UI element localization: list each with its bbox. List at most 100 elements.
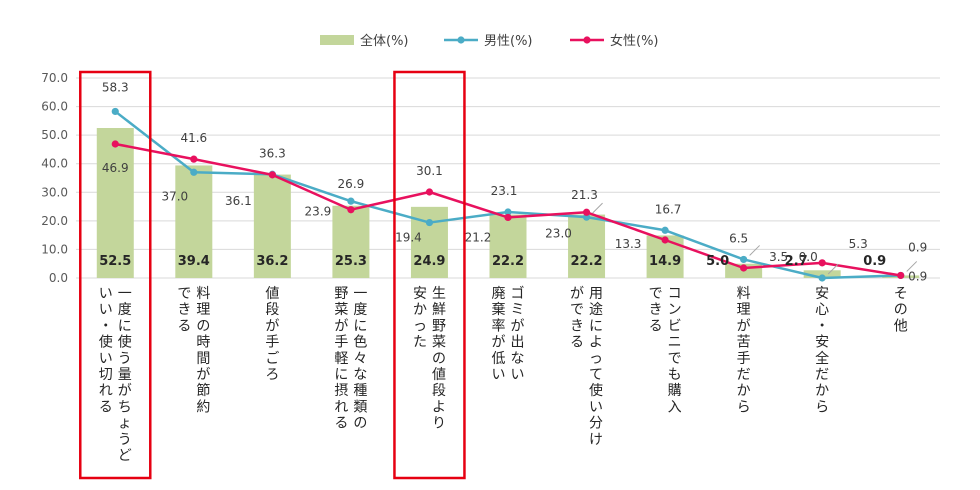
bar-value-label: 22.2 xyxy=(492,254,524,269)
category-char: 使 xyxy=(589,382,603,399)
legend-label: 全体(%) xyxy=(360,33,409,49)
category-char: い xyxy=(99,302,113,318)
category-char: か xyxy=(815,383,829,399)
bar-value-label: 52.5 xyxy=(99,254,131,269)
bar-overall xyxy=(803,270,841,278)
category-char: 々 xyxy=(353,351,367,367)
male-value-label: 37.0 xyxy=(161,189,188,203)
y-tick-label: 70.0 xyxy=(41,71,68,85)
highlight-layer xyxy=(79,70,466,480)
category-char: い xyxy=(99,286,113,302)
female-value-label: 21.2 xyxy=(465,230,492,244)
legend-marker xyxy=(457,36,465,44)
category-char: な xyxy=(353,367,367,383)
female-value-label: 36.1 xyxy=(225,194,252,208)
bar-value-label: 2.7 xyxy=(785,254,808,269)
category-char: 節 xyxy=(196,382,210,399)
category-char: 率 xyxy=(492,317,506,334)
category-char: け xyxy=(589,432,603,448)
category-char: で xyxy=(649,286,663,302)
category-char: 時 xyxy=(196,335,210,351)
category-char: ニ xyxy=(668,335,682,351)
category-char: 手 xyxy=(334,335,348,351)
category-char: が xyxy=(196,367,210,383)
bar-overall xyxy=(332,205,370,278)
category-char: 低 xyxy=(492,351,506,367)
category-char: う xyxy=(118,351,132,367)
male-value-label: 6.5 xyxy=(729,231,748,245)
category-char: 用 xyxy=(589,286,603,302)
category-char: 他 xyxy=(894,318,908,334)
y-tick-label: 60.0 xyxy=(41,100,68,114)
bar-value-label: 14.9 xyxy=(649,254,681,269)
category-char: 間 xyxy=(196,351,210,367)
category-char: 安 xyxy=(413,286,427,302)
y-tick-label: 50.0 xyxy=(41,128,68,142)
female-value-label: 46.9 xyxy=(102,161,129,175)
category-char: コ xyxy=(668,286,682,302)
grid-layer: 0.0 10.0 20.0 30.0 40.0 50.0 60.0 70.0 xyxy=(41,71,940,285)
category-char: よ xyxy=(432,399,446,415)
leader-line xyxy=(749,245,760,256)
category-char: が xyxy=(118,383,132,399)
category-char: 棄 xyxy=(492,302,506,318)
category-char: が xyxy=(511,318,525,334)
category-char: が xyxy=(265,318,279,334)
point-male xyxy=(818,274,826,282)
category-char: そ xyxy=(894,286,908,302)
category-char: 理 xyxy=(737,302,751,318)
male-value-label: 36.3 xyxy=(259,146,286,160)
category-char: 菜 xyxy=(334,302,348,318)
category-char: 度 xyxy=(353,302,367,318)
category-char: 生 xyxy=(432,286,446,302)
category-char: 値 xyxy=(432,367,446,383)
point-female xyxy=(268,171,276,179)
point-male xyxy=(740,255,748,264)
bar-layer xyxy=(96,128,920,278)
category-char: 種 xyxy=(353,383,367,399)
point-female xyxy=(347,206,355,214)
category-char: 使 xyxy=(99,334,113,351)
point-male xyxy=(425,218,434,227)
category-char: 入 xyxy=(668,399,682,415)
category-char: 鮮 xyxy=(432,302,446,318)
bar-value-label: 24.9 xyxy=(413,254,445,269)
category-char: 全 xyxy=(815,350,829,367)
legend-label: 女性(%) xyxy=(610,33,659,49)
category-char: か xyxy=(737,383,751,399)
category-char: る xyxy=(570,335,584,351)
category-char: に xyxy=(118,318,132,334)
male-value-label: 0.9 xyxy=(908,240,927,254)
category-char: た xyxy=(413,335,427,351)
category-char: で xyxy=(668,351,682,367)
bar-value-label: 25.3 xyxy=(335,254,367,269)
point-female xyxy=(190,155,198,163)
male-value-label: 21.3 xyxy=(571,188,598,202)
category-char: 心 xyxy=(815,302,829,318)
leader-line xyxy=(906,261,918,272)
male-value-label: 58.3 xyxy=(102,80,129,94)
leader-line xyxy=(592,202,603,214)
highlight-box xyxy=(393,70,466,480)
male-value-label: 0.0 xyxy=(799,250,818,264)
bar-value-label: 5.0 xyxy=(706,254,729,269)
category-char: ど xyxy=(118,448,132,464)
female-value-label: 13.3 xyxy=(615,237,642,251)
category-char: い xyxy=(511,367,525,383)
category-char: る xyxy=(334,416,348,432)
point-male xyxy=(111,107,119,116)
category-char: ・ xyxy=(815,318,829,334)
category-char: に xyxy=(334,367,348,383)
category-char: て xyxy=(589,367,603,383)
category-char: 切 xyxy=(99,367,113,383)
category-char: ン xyxy=(668,302,682,318)
male-value-label: 16.7 xyxy=(655,202,682,216)
point-male xyxy=(661,226,669,234)
female-value-label: 23.0 xyxy=(545,226,572,240)
point-female xyxy=(897,271,905,280)
category-char: の xyxy=(894,302,908,318)
category-char: ゴ xyxy=(511,285,525,302)
category-char: で xyxy=(570,302,584,318)
legend-item-overall: 全体(%) xyxy=(320,33,409,49)
category-char: 段 xyxy=(432,383,446,399)
